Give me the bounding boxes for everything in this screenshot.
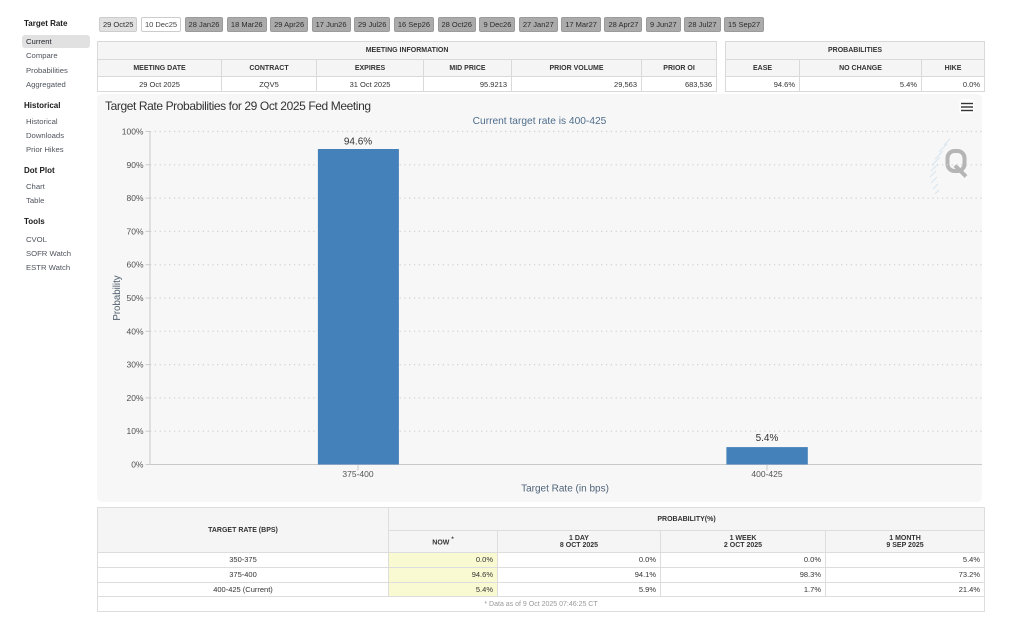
svg-text:5.4%: 5.4% bbox=[756, 433, 779, 444]
svg-text:0%: 0% bbox=[131, 460, 144, 470]
svg-text:50%: 50% bbox=[126, 293, 143, 303]
svg-text:375-400: 375-400 bbox=[342, 469, 373, 479]
svg-text:Probability: Probability bbox=[112, 275, 123, 320]
svg-text:70%: 70% bbox=[126, 226, 143, 236]
svg-text:10%: 10% bbox=[126, 426, 143, 436]
svg-text:60%: 60% bbox=[126, 260, 143, 270]
svg-text:90%: 90% bbox=[126, 160, 143, 170]
svg-text:400-425: 400-425 bbox=[751, 469, 782, 479]
svg-text:40%: 40% bbox=[126, 326, 143, 336]
svg-text:Current target rate is 400-425: Current target rate is 400-425 bbox=[473, 116, 607, 127]
svg-text:30%: 30% bbox=[126, 360, 143, 370]
svg-text:Target Rate Probabilities for: Target Rate Probabilities for 29 Oct 202… bbox=[105, 99, 371, 113]
svg-text:100%: 100% bbox=[122, 127, 144, 137]
svg-text:20%: 20% bbox=[126, 393, 143, 403]
svg-text:80%: 80% bbox=[126, 193, 143, 203]
svg-text:94.6%: 94.6% bbox=[344, 137, 372, 148]
svg-text:Target Rate (in bps): Target Rate (in bps) bbox=[521, 484, 609, 495]
